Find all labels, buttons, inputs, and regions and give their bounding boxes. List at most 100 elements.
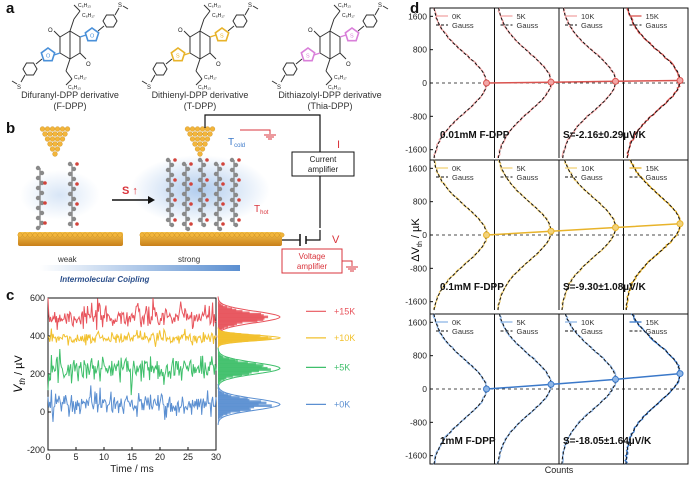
peak-trend-line (486, 79, 681, 84)
panel-b: weak strong Intermolecular Coipling S ↑ Curr… (17, 114, 358, 284)
bond (209, 34, 217, 38)
carbon-atom (169, 202, 175, 208)
gold-atom (154, 232, 160, 238)
ground-wire (240, 129, 271, 134)
y-tick-label: -1600 (405, 451, 427, 461)
gold-atom (49, 146, 56, 152)
gauss-fit-15K (625, 313, 681, 465)
y-tick-label: -800 (410, 111, 427, 121)
carbon-atom (181, 201, 187, 207)
carbon-atom (39, 190, 45, 196)
gauss-fit-10K (561, 313, 617, 465)
gold-atom (184, 126, 191, 132)
histogram-bar (218, 365, 262, 369)
histogram-bar (218, 409, 241, 413)
peak-marker (547, 380, 555, 388)
gold-atom (42, 232, 48, 238)
phenyl-ring (152, 62, 168, 76)
carbon-atom (185, 196, 191, 202)
oxygen-atom (189, 202, 193, 206)
oxygen-atom (237, 178, 241, 182)
histogram-5K (496, 313, 553, 465)
gauss-fit-15K (625, 159, 681, 311)
peak-marker (547, 227, 555, 235)
y-tick-label: 600 (30, 293, 45, 303)
bond (141, 80, 148, 85)
carbon-atom (35, 175, 41, 181)
molecule-structure: O O C₆H₁₃ C₈H₁₇ C₈H₁₇ C₆H₁₃ S S S S (141, 3, 259, 91)
gold-atom (204, 126, 211, 132)
molecule-weak-2 (67, 161, 79, 228)
substituent-label: C₆H₁₃ (208, 3, 221, 9)
bond (339, 52, 347, 60)
gold-atom (184, 232, 190, 238)
legend-label-15K: 15K (646, 12, 659, 21)
carbon-atom (67, 201, 73, 207)
carbon-atom (181, 161, 187, 167)
gold-atom (229, 232, 235, 238)
carbon-atom (185, 186, 191, 192)
gold-atom (234, 232, 240, 238)
histogram-bar (218, 379, 222, 382)
atom-label: O (308, 28, 313, 34)
bond (79, 34, 87, 38)
carbon-atom (213, 201, 219, 207)
carbon-atom (169, 162, 175, 168)
y-tick-label: 0 (422, 78, 427, 88)
histogram-bar (218, 397, 248, 401)
heteroaryl-ring (40, 47, 56, 62)
histogram-bar (218, 360, 238, 363)
carbon-atom (201, 192, 207, 198)
carbon-atom (165, 177, 171, 183)
gold-atom (194, 136, 201, 142)
bond (325, 78, 333, 86)
atom-label: S (248, 3, 252, 9)
carbon-atom (35, 205, 41, 211)
gold-atom (52, 151, 58, 157)
histogram-bar (218, 357, 230, 360)
oxygen-atom (189, 162, 193, 166)
gold-atom (44, 126, 51, 132)
substituent-label: C₆H₁₃ (68, 85, 81, 91)
gold-atom (117, 232, 123, 238)
bond (325, 58, 331, 72)
carbon-atom (229, 217, 235, 223)
gauss-fit-0K (433, 7, 488, 159)
gold-atom (82, 232, 88, 238)
gold-atom (97, 232, 103, 238)
peak-trend-line (486, 223, 681, 236)
legend-label-gauss: Gauss (581, 21, 603, 30)
bond (319, 52, 331, 60)
y-tick-label: -800 (410, 417, 427, 427)
peak-marker (612, 77, 619, 85)
oxygen-atom (205, 178, 209, 182)
bond (329, 52, 341, 60)
gold-atom (62, 131, 68, 137)
histogram-bar (218, 369, 259, 373)
molecule-abbreviation: (F-DPP) (54, 101, 87, 111)
carbon-atom (165, 167, 171, 173)
label-weak: weak (57, 255, 78, 264)
label-coupling: Intermolecular Coipling (60, 275, 149, 284)
peak-marker (676, 77, 684, 84)
gold-atom (77, 232, 83, 238)
oxygen-atom (43, 201, 47, 205)
wire-bottom-right (306, 230, 321, 241)
gold-atom (199, 146, 206, 152)
phenyl-ring (22, 62, 38, 76)
carbon-atom (181, 191, 187, 197)
bond (357, 25, 365, 32)
histogram-bar (218, 377, 225, 381)
bond (53, 52, 61, 56)
heteroatom-label: S (220, 34, 224, 40)
carbon-atom (67, 211, 73, 217)
phenyl-ring (102, 14, 118, 28)
oxygen-atom (221, 202, 225, 206)
histogram-bar (218, 321, 243, 324)
y-tick-label: 1600 (408, 11, 427, 21)
gold-atom (159, 232, 165, 238)
carbon-atom (181, 181, 187, 187)
gold-atom (269, 232, 275, 238)
legend-label-gauss: Gauss (646, 327, 668, 336)
histogram-bar (218, 366, 268, 370)
